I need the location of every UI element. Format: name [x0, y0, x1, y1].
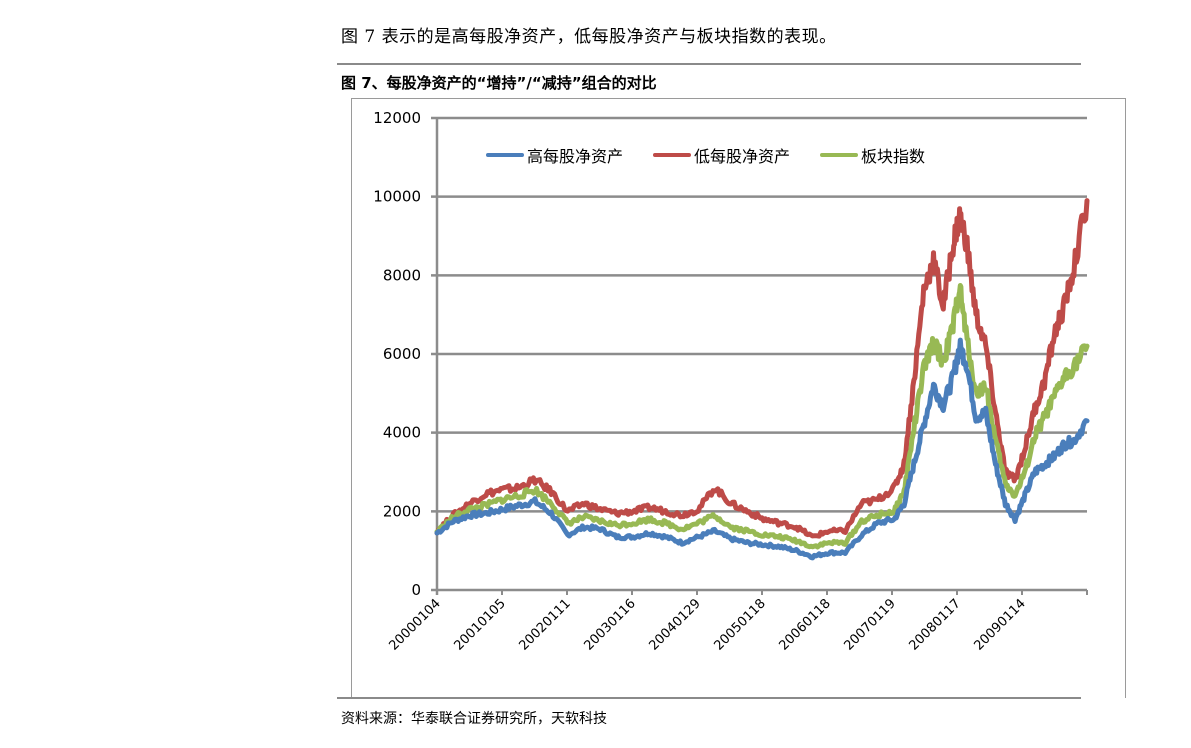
legend-label-low: 低每股净资产	[694, 147, 791, 166]
legend-item-low: 低每股净资产	[653, 143, 790, 167]
legend-label-high: 高每股净资产	[527, 147, 624, 166]
y-tick-label: 8000	[383, 266, 421, 284]
legend-line-low-icon	[653, 153, 692, 157]
intro-paragraph: 图 7 表示的是高每股净资产，低每股净资产与板块指数的表现。	[341, 27, 837, 47]
x-tick-label: 20020111	[516, 596, 573, 653]
y-tick-label: 10000	[373, 188, 421, 206]
legend-item-high: 高每股净资产	[486, 143, 623, 167]
y-tick-label: 2000	[383, 502, 421, 520]
y-tick-label: 6000	[383, 345, 421, 363]
x-tick-label: 20060118	[776, 596, 833, 653]
top-divider	[337, 63, 1081, 65]
series-line	[434, 283, 1090, 550]
chart-frame	[351, 98, 1126, 698]
y-tick-label: 4000	[383, 424, 421, 442]
x-tick-label: 20090114	[971, 596, 1028, 653]
x-tick-label: 20010105	[451, 596, 508, 653]
legend-line-high-icon	[486, 153, 524, 157]
series-line	[434, 337, 1090, 561]
x-tick-label: 20050118	[711, 596, 768, 653]
source-note: 资料来源：华泰联合证券研究所，天软科技	[341, 711, 607, 727]
data-series	[434, 198, 1090, 561]
legend-item-index: 板块指数	[820, 143, 925, 167]
gridlines	[431, 116, 1087, 592]
legend-label-index: 板块指数	[861, 147, 926, 166]
x-tick-label: 20030116	[581, 596, 638, 653]
y-axis: 0 2000 4000 6000 8000 10000 12000	[373, 109, 439, 599]
y-tick-label: 12000	[373, 109, 421, 127]
x-tick-label: 20040129	[646, 596, 703, 653]
x-axis: 20000104 20010105 20020111 20030116 20040129…	[386, 590, 1088, 654]
y-tick-label: 0	[411, 581, 421, 599]
chart-legend: 高每股净资产 低每股净资产 板块指数	[486, 143, 955, 167]
series-line	[434, 198, 1090, 539]
x-tick-label: 20080117	[906, 596, 963, 653]
legend-line-index-icon	[820, 153, 859, 157]
figure-title: 图 7、每股净资产的“增持”/“减持”组合的对比	[341, 74, 657, 92]
bottom-divider	[337, 697, 1081, 699]
x-tick-label: 20070119	[841, 596, 898, 653]
x-tick-label: 20000104	[386, 596, 443, 653]
